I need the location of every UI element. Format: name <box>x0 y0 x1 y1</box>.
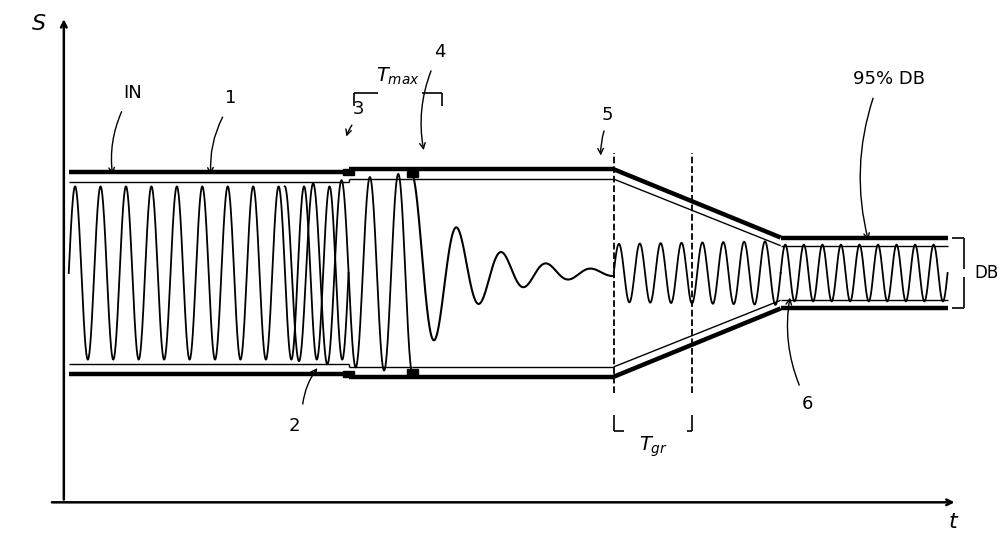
Text: IN: IN <box>123 84 142 102</box>
Text: 6: 6 <box>801 395 813 413</box>
Bar <box>407 171 418 177</box>
Bar <box>343 371 354 377</box>
Bar <box>407 369 418 375</box>
Text: $T_{gr}$: $T_{gr}$ <box>639 434 667 459</box>
Text: $T_{max}$: $T_{max}$ <box>376 66 420 87</box>
Text: 1: 1 <box>225 90 236 107</box>
Text: 4: 4 <box>434 43 446 61</box>
Text: 5: 5 <box>601 106 613 123</box>
Text: 3: 3 <box>353 100 364 118</box>
Text: t: t <box>948 512 957 532</box>
Text: S: S <box>32 14 46 34</box>
Text: DB: DB <box>974 264 998 282</box>
Bar <box>343 169 354 175</box>
Text: 2: 2 <box>289 417 300 435</box>
Text: 95% DB: 95% DB <box>853 70 925 88</box>
